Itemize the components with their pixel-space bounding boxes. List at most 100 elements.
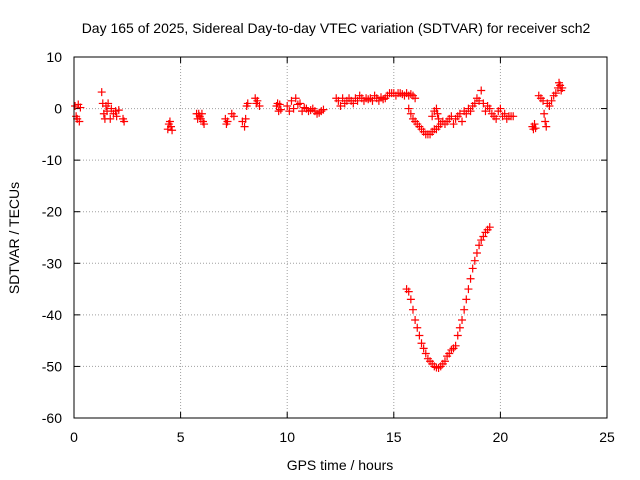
data-point	[449, 120, 458, 129]
data-point	[197, 109, 206, 118]
data-point	[460, 305, 469, 314]
y-tick-label: -10	[42, 152, 62, 168]
data-point	[406, 90, 415, 99]
data-point	[377, 93, 386, 102]
data-point	[540, 109, 549, 118]
data-point	[545, 101, 554, 110]
data-point	[336, 101, 345, 110]
y-tick-label: -30	[42, 255, 62, 271]
data-point	[433, 109, 442, 118]
data-point	[470, 256, 479, 265]
data-point	[485, 223, 494, 232]
data-point	[103, 107, 112, 116]
data-point	[404, 287, 413, 296]
y-tick-label: 0	[54, 101, 62, 117]
data-point	[413, 323, 422, 332]
y-tick-label: 10	[46, 49, 62, 65]
chart-title: Day 165 of 2025, Sidereal Day-to-day VTE…	[82, 20, 591, 36]
y-tick-label: -50	[42, 358, 62, 374]
data-point	[417, 339, 426, 348]
data-point	[432, 104, 441, 113]
data-point	[240, 122, 249, 131]
data-point	[319, 105, 328, 114]
data-point	[531, 124, 540, 133]
data-point	[464, 285, 473, 294]
data-point	[455, 323, 464, 332]
y-tick-label: -40	[42, 307, 62, 323]
data-point	[295, 99, 304, 108]
data-point	[558, 83, 567, 92]
data-point	[496, 104, 505, 113]
data-point	[475, 96, 484, 105]
data-point	[107, 104, 116, 113]
data-point	[291, 94, 300, 103]
data-point	[428, 112, 437, 121]
data-point	[283, 101, 292, 110]
y-axis-label: SDTVAR / TECUs	[6, 182, 22, 294]
data-point	[165, 117, 174, 126]
data-point	[475, 241, 484, 250]
axis-ticks: 0 5 10 15 20 25 -60 -50 -40 -30 -20 -10 0 10	[42, 49, 615, 445]
data-point	[479, 232, 488, 241]
data-point	[530, 120, 539, 129]
data-points	[71, 78, 567, 372]
x-tick-label: 5	[177, 429, 185, 445]
x-tick-label: 10	[279, 429, 295, 445]
data-point	[255, 101, 264, 110]
data-point	[451, 341, 460, 350]
data-point	[349, 99, 358, 108]
data-point	[547, 96, 556, 105]
data-point	[434, 114, 443, 123]
y-tick-label: -20	[42, 204, 62, 220]
data-point	[462, 109, 471, 118]
data-point	[470, 99, 479, 108]
data-point	[120, 117, 129, 126]
data-point	[415, 331, 424, 340]
x-axis-label: GPS time / hours	[287, 457, 394, 473]
data-point	[404, 104, 413, 113]
data-point	[485, 104, 494, 113]
data-point	[500, 109, 509, 118]
x-tick-label: 25	[599, 429, 615, 445]
data-point	[419, 344, 428, 353]
data-point	[468, 264, 477, 273]
data-point	[104, 99, 113, 108]
x-tick-label: 20	[493, 429, 509, 445]
data-point	[458, 316, 467, 325]
data-point	[458, 117, 467, 126]
data-point	[541, 117, 550, 126]
data-point	[492, 114, 501, 123]
data-point	[477, 236, 486, 245]
data-point	[76, 103, 85, 112]
data-point	[253, 96, 262, 105]
data-point	[479, 99, 488, 108]
data-point	[275, 100, 284, 109]
data-point	[168, 126, 177, 135]
data-point	[411, 316, 420, 325]
data-point	[75, 117, 84, 126]
data-point	[408, 305, 417, 314]
data-point	[447, 345, 456, 354]
data-point	[334, 96, 343, 105]
data-point	[542, 122, 551, 131]
data-point	[287, 96, 296, 105]
x-tick-label: 15	[386, 429, 402, 445]
data-point	[466, 274, 475, 283]
data-point	[406, 109, 415, 118]
data-point	[241, 114, 250, 123]
data-point	[229, 112, 238, 121]
data-point	[200, 120, 209, 129]
data-point	[167, 122, 176, 131]
data-point	[440, 357, 449, 366]
data-point	[223, 117, 232, 126]
data-point	[421, 349, 430, 358]
data-point	[406, 295, 415, 304]
data-point	[106, 114, 115, 123]
data-point	[398, 90, 407, 99]
data-point	[411, 94, 420, 103]
data-point	[112, 112, 121, 121]
data-point	[477, 86, 486, 95]
data-point	[243, 99, 252, 108]
data-point	[462, 295, 471, 304]
